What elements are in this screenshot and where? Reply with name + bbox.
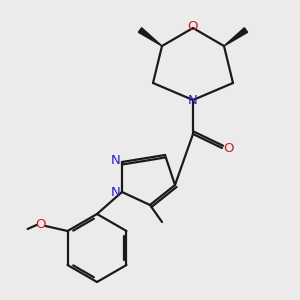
Text: O: O	[223, 142, 233, 154]
Text: O: O	[188, 20, 198, 34]
Text: N: N	[188, 94, 198, 107]
Text: O: O	[35, 218, 46, 230]
Text: N: N	[111, 154, 121, 167]
Polygon shape	[224, 28, 247, 46]
Polygon shape	[138, 28, 162, 46]
Text: N: N	[111, 187, 121, 200]
